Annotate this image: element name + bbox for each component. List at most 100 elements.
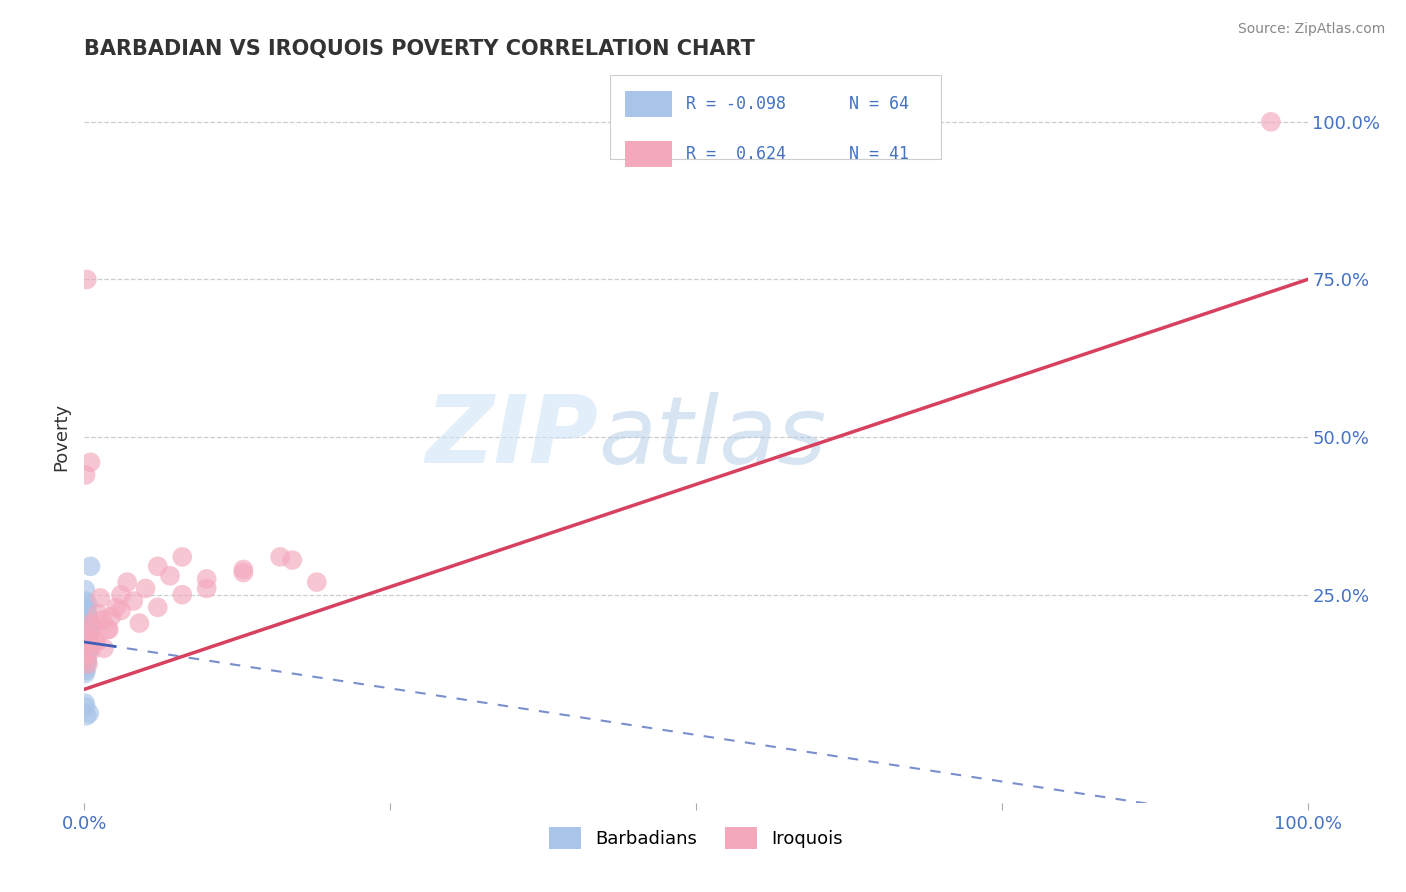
Point <box>269 549 291 564</box>
Point <box>75 603 97 617</box>
Text: N = 41: N = 41 <box>849 145 908 163</box>
Point <box>76 638 98 652</box>
Point <box>75 652 97 666</box>
Point <box>100 609 122 624</box>
Point <box>77 635 100 649</box>
Point <box>82 619 104 633</box>
Point <box>76 654 98 668</box>
Point <box>75 623 97 637</box>
Point <box>76 638 98 652</box>
Point <box>75 613 97 627</box>
Point <box>75 614 97 628</box>
Point <box>77 657 100 671</box>
Point <box>128 616 150 631</box>
Point <box>232 566 254 580</box>
Point <box>77 629 100 643</box>
Point <box>110 603 132 617</box>
Point <box>75 646 97 660</box>
Point <box>76 609 98 624</box>
Point <box>75 633 97 648</box>
Point <box>87 607 110 621</box>
Point <box>75 649 97 664</box>
Point <box>75 633 97 648</box>
Point <box>75 624 97 639</box>
Y-axis label: Poverty: Poverty <box>52 403 70 471</box>
Text: R = -0.098: R = -0.098 <box>686 95 786 113</box>
Text: N = 64: N = 64 <box>849 95 908 113</box>
Point <box>159 569 181 583</box>
Point <box>75 696 97 710</box>
Point <box>76 629 98 643</box>
Point <box>76 616 98 631</box>
Point <box>77 619 100 633</box>
Point <box>76 625 98 640</box>
Point <box>77 632 100 646</box>
Text: R =  0.624: R = 0.624 <box>686 145 786 163</box>
Point <box>232 562 254 576</box>
Point <box>135 582 157 596</box>
Point <box>75 648 97 662</box>
Point <box>75 633 97 648</box>
Point <box>76 632 98 646</box>
Point <box>75 644 97 658</box>
Point <box>77 597 100 611</box>
Point <box>86 635 108 649</box>
Point <box>75 603 97 617</box>
Point <box>75 664 97 678</box>
Point <box>75 616 97 631</box>
Point <box>75 594 97 608</box>
Point <box>146 559 169 574</box>
Point <box>75 666 97 681</box>
Point <box>93 641 115 656</box>
FancyBboxPatch shape <box>626 91 672 118</box>
Point <box>73 603 96 617</box>
Point <box>75 607 97 621</box>
Point <box>76 708 98 723</box>
Point <box>75 637 97 651</box>
FancyBboxPatch shape <box>610 75 941 159</box>
Point <box>77 642 100 657</box>
Point <box>75 656 97 670</box>
Point <box>75 640 97 654</box>
Point <box>76 635 98 649</box>
Point <box>75 650 97 665</box>
FancyBboxPatch shape <box>626 141 672 167</box>
Point <box>195 582 218 596</box>
Point <box>105 600 128 615</box>
Legend: Barbadians, Iroquois: Barbadians, Iroquois <box>541 820 851 856</box>
Point <box>76 640 98 654</box>
Point <box>77 609 100 624</box>
Point <box>76 623 98 637</box>
Point <box>77 641 100 656</box>
Point <box>75 614 97 628</box>
Point <box>79 559 101 574</box>
Point <box>75 700 97 714</box>
Point <box>75 467 97 482</box>
Point <box>75 621 97 635</box>
Point <box>76 622 98 636</box>
Point <box>195 572 218 586</box>
Point <box>75 632 97 646</box>
Point <box>75 658 97 673</box>
Point <box>281 553 304 567</box>
Point <box>76 607 98 622</box>
Point <box>1260 115 1282 129</box>
Point <box>91 613 114 627</box>
Point <box>77 706 100 721</box>
Point <box>110 588 132 602</box>
Text: Source: ZipAtlas.com: Source: ZipAtlas.com <box>1237 22 1385 37</box>
Point <box>77 643 100 657</box>
Point <box>75 654 97 668</box>
Point <box>75 631 97 645</box>
Point <box>305 575 328 590</box>
Text: BARBADIAN VS IROQUOIS POVERTY CORRELATION CHART: BARBADIAN VS IROQUOIS POVERTY CORRELATIO… <box>84 38 755 59</box>
Point <box>76 641 98 656</box>
Point <box>75 623 97 637</box>
Text: atlas: atlas <box>598 392 827 483</box>
Point <box>172 588 194 602</box>
Point <box>75 582 97 597</box>
Point <box>97 623 120 637</box>
Point <box>115 575 138 590</box>
Point <box>79 455 101 469</box>
Point <box>76 272 98 286</box>
